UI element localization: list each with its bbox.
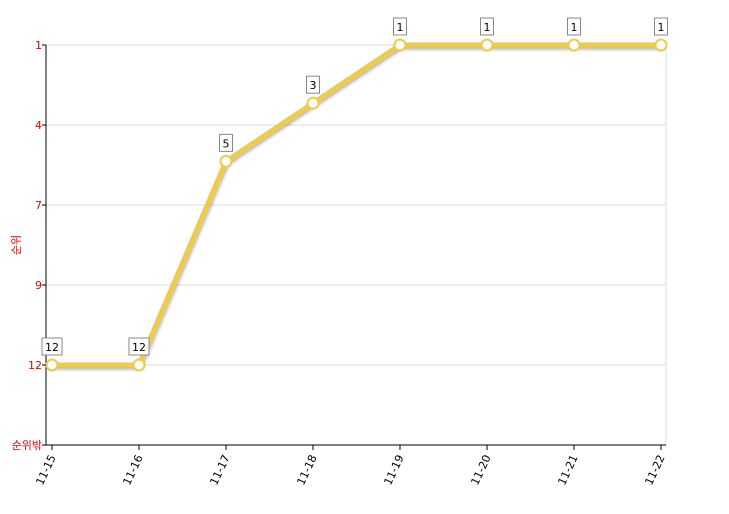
y-tick-label: 1	[35, 39, 42, 52]
line	[52, 42, 661, 368]
value-label: 5	[223, 137, 230, 150]
marker	[654, 38, 668, 52]
y-axis-label: 순위	[10, 235, 23, 255]
y-tick-label: 12	[28, 359, 42, 372]
plot: 12 12 5 3 1 1 1 1	[41, 17, 668, 372]
value-label-box	[219, 133, 233, 152]
marker	[219, 154, 233, 168]
grid	[46, 44, 666, 446]
value-label: 1	[571, 21, 578, 34]
marker	[306, 96, 320, 110]
value-label-box	[306, 75, 320, 94]
x-tick-label: 11-22	[642, 453, 667, 487]
y-tick-label: 7	[35, 199, 42, 212]
x-tick-label: 11-18	[294, 453, 319, 487]
x-tick-label: 11-19	[381, 453, 406, 487]
x-tick-label: 11-20	[468, 453, 493, 487]
value-label: 12	[132, 341, 146, 354]
marker	[393, 38, 407, 52]
value-label-box	[654, 17, 668, 36]
marker	[45, 358, 59, 372]
x-tick-label: 11-17	[207, 453, 232, 487]
value-label-box	[393, 17, 407, 36]
value-label: 12	[45, 341, 59, 354]
value-label: 1	[397, 21, 404, 34]
marker	[480, 38, 494, 52]
y-tick-label: 순위밖	[12, 439, 42, 452]
value-label-box	[128, 337, 150, 356]
value-label-box	[567, 17, 581, 36]
x-tick-label: 11-21	[555, 453, 580, 487]
value-label-box	[480, 17, 494, 36]
value-label-box	[41, 337, 63, 356]
value-label: 3	[310, 79, 317, 92]
marker	[567, 38, 581, 52]
y-tick-label: 9	[35, 279, 42, 292]
marker	[132, 358, 146, 372]
value-label: 1	[658, 21, 665, 34]
y-tick-label: 4	[35, 119, 42, 132]
x-tick-label: 11-16	[120, 453, 145, 487]
value-label: 1	[484, 21, 491, 34]
x-tick-label: 11-15	[33, 453, 58, 487]
